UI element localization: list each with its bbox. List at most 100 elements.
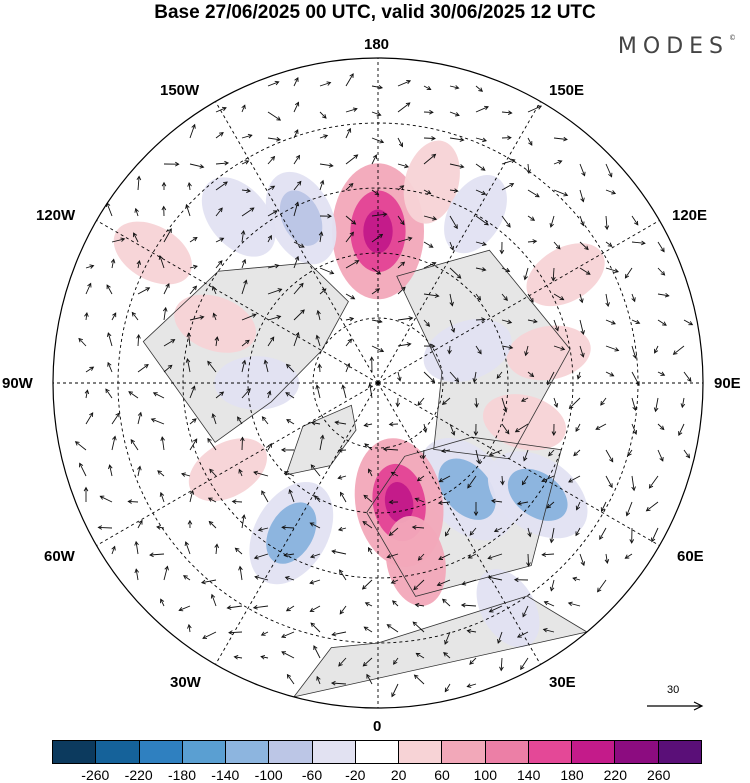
wind-arrowhead bbox=[266, 390, 272, 396]
wind-arrowhead bbox=[415, 652, 421, 658]
wind-arrow bbox=[631, 241, 645, 244]
wind-arrowhead bbox=[529, 372, 535, 378]
wind-arrow bbox=[133, 232, 139, 243]
wind-arrowhead bbox=[219, 391, 225, 396]
wind-arrowhead bbox=[426, 86, 432, 91]
wind-arrowhead bbox=[263, 359, 269, 365]
wind-arrow bbox=[161, 437, 165, 451]
wind-arrow bbox=[550, 527, 555, 543]
wind-arrow bbox=[111, 259, 115, 269]
wind-arrowhead bbox=[74, 441, 80, 446]
wind-arrowhead bbox=[537, 105, 543, 110]
wind-arrow bbox=[345, 363, 350, 373]
wind-arrowhead bbox=[192, 285, 198, 291]
wind-arrow bbox=[449, 111, 460, 116]
wind-arrow bbox=[494, 527, 503, 532]
wind-arrowhead bbox=[660, 371, 666, 376]
wind-arrow bbox=[316, 335, 321, 347]
wind-arrow bbox=[345, 338, 352, 347]
wind-arrow bbox=[241, 437, 243, 451]
wind-arrowhead bbox=[211, 413, 216, 418]
wind-arrowhead bbox=[557, 160, 563, 165]
wind-arrowhead bbox=[391, 692, 396, 698]
wind-arrow bbox=[517, 631, 529, 638]
wind-arrowhead bbox=[367, 468, 373, 474]
wind-arrowhead bbox=[580, 561, 586, 567]
wind-arrowhead bbox=[253, 470, 259, 476]
wind-arrow bbox=[448, 345, 451, 354]
wind-arrow bbox=[461, 604, 477, 607]
anomaly-shade bbox=[188, 438, 267, 502]
wind-arrow bbox=[449, 163, 464, 168]
wind-arrowhead bbox=[319, 434, 325, 440]
wind-arrowhead bbox=[315, 384, 320, 390]
wind-arrowhead bbox=[411, 525, 417, 530]
wind-arrow bbox=[673, 345, 685, 355]
colorbar-cell bbox=[399, 741, 443, 763]
wind-arrow bbox=[444, 631, 451, 645]
wind-arrow bbox=[649, 475, 659, 489]
wind-arrowhead bbox=[363, 422, 369, 428]
anomaly-shade bbox=[385, 515, 446, 607]
wind-arrowhead bbox=[386, 554, 392, 559]
wind-arrowhead bbox=[428, 243, 434, 248]
wind-arrow bbox=[128, 500, 139, 503]
wind-arrow bbox=[579, 163, 586, 176]
wind-arrow bbox=[319, 163, 333, 167]
wind-arrowhead bbox=[532, 239, 538, 244]
wind-arrow bbox=[475, 345, 482, 354]
wind-arrow bbox=[467, 683, 477, 688]
wind-arrow bbox=[239, 566, 243, 581]
wind-arrowhead bbox=[288, 489, 293, 494]
wind-arrow bbox=[501, 183, 514, 191]
wind-arrowhead bbox=[567, 601, 573, 607]
wind-arrow bbox=[267, 235, 272, 243]
wind-arrowhead bbox=[348, 182, 354, 188]
wind-arrowhead bbox=[430, 343, 436, 349]
wind-arrow bbox=[631, 345, 637, 359]
wind-arrowhead bbox=[267, 234, 272, 240]
wind-arrow bbox=[281, 651, 295, 659]
wind-arrow bbox=[631, 319, 640, 324]
wind-arrowhead bbox=[257, 527, 263, 532]
wind-arrowhead bbox=[530, 216, 536, 221]
wind-arrowhead bbox=[600, 400, 605, 406]
wind-arrow bbox=[683, 449, 690, 458]
wind-arrowhead bbox=[270, 185, 276, 190]
wind-arrowhead bbox=[413, 674, 419, 680]
wind-arrowhead bbox=[575, 531, 580, 537]
wind-arrow bbox=[437, 579, 451, 586]
wind-arrowhead bbox=[474, 403, 479, 408]
wind-arrowhead bbox=[318, 231, 324, 236]
wind-arrowhead bbox=[563, 192, 569, 197]
wind-arrowhead bbox=[130, 439, 135, 444]
wind-arrowhead bbox=[425, 322, 431, 327]
wind-arrowhead bbox=[580, 221, 585, 227]
wind-arrow bbox=[364, 626, 373, 633]
wind-arrow bbox=[339, 569, 347, 581]
wind-arrowhead bbox=[345, 362, 351, 368]
wind-arrow bbox=[212, 286, 217, 295]
wind-arrow bbox=[215, 544, 218, 555]
wind-arrowhead bbox=[546, 503, 552, 509]
wind-arrowhead bbox=[580, 330, 585, 336]
wind-arrow bbox=[392, 600, 399, 607]
wind-arrow bbox=[397, 163, 409, 168]
wind-arrowhead bbox=[413, 585, 418, 591]
wind-arrow bbox=[293, 129, 299, 139]
lon-label-90e: 90E bbox=[714, 375, 741, 392]
wind-arrow bbox=[345, 128, 351, 139]
wind-arrow bbox=[267, 81, 279, 87]
wind-arrow bbox=[287, 674, 295, 685]
wind-arrowhead bbox=[362, 521, 368, 526]
wind-arrow bbox=[496, 371, 503, 379]
colorbar-cell bbox=[572, 741, 616, 763]
wind-arrow bbox=[501, 293, 508, 301]
wind-arrowhead bbox=[431, 153, 437, 159]
wind-arrowhead bbox=[314, 495, 319, 500]
wind-arrowhead bbox=[378, 84, 384, 90]
wind-arrow bbox=[241, 339, 250, 347]
wind-arrowhead bbox=[513, 577, 519, 583]
wind-arrow bbox=[548, 449, 555, 457]
wind-arrow bbox=[241, 134, 252, 139]
